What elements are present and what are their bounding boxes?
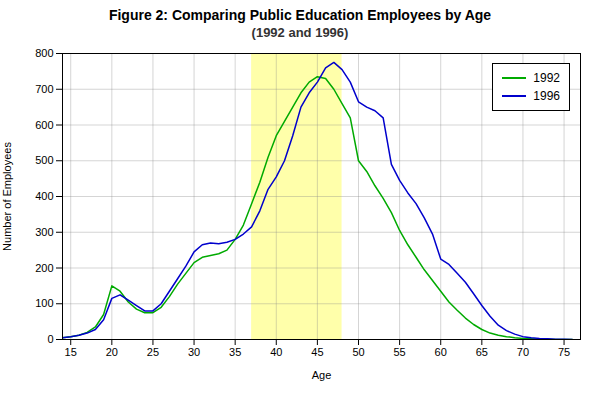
- html-text:(1992 and 1996): (1992 and 1996): [251, 25, 349, 40]
- svg-text:50: 50: [352, 346, 364, 358]
- svg-text:25: 25: [147, 346, 159, 358]
- svg-text:70: 70: [517, 346, 529, 358]
- svg-text:30: 30: [188, 346, 200, 358]
- svg-text:75: 75: [558, 346, 570, 358]
- svg-text:65: 65: [476, 346, 488, 358]
- html-text:1992: 1992: [533, 71, 560, 85]
- html-text:1996: 1996: [533, 89, 560, 103]
- svg-text:300: 300: [35, 226, 53, 238]
- svg-text:40: 40: [270, 346, 282, 358]
- svg-text:400: 400: [35, 190, 53, 202]
- svg-text:0: 0: [47, 333, 53, 345]
- svg-text:Age: Age: [312, 369, 332, 381]
- svg-text:55: 55: [393, 346, 405, 358]
- svg-text:15: 15: [65, 346, 77, 358]
- svg-text:60: 60: [435, 346, 447, 358]
- svg-text:600: 600: [35, 119, 53, 131]
- svg-text:20: 20: [106, 346, 118, 358]
- svg-text:700: 700: [35, 83, 53, 95]
- svg-text:200: 200: [35, 262, 53, 274]
- svg-text:35: 35: [229, 346, 241, 358]
- svg-text:100: 100: [35, 297, 53, 309]
- svg-text:45: 45: [311, 346, 323, 358]
- html-text:Figure 2: Comparing Public Edu: Figure 2: Comparing Public Education Emp…: [108, 7, 492, 23]
- svg-text:500: 500: [35, 154, 53, 166]
- svg-text:Number of Employees: Number of Employees: [1, 142, 13, 251]
- svg-text:800: 800: [35, 47, 53, 59]
